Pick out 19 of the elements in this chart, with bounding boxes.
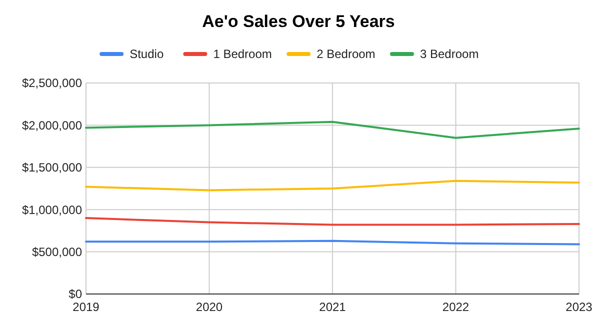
- x-tick-label: 2020: [196, 300, 223, 314]
- line-series: [85, 120, 580, 139]
- x-tick-label: 2022: [442, 300, 470, 314]
- y-tick-label: $500,000: [32, 245, 82, 259]
- legend-label: Studio: [130, 47, 164, 61]
- y-tick-label: $2,000,000: [22, 118, 82, 132]
- legend-label: 2 Bedroom: [316, 47, 376, 61]
- legend-label: 3 Bedroom: [420, 47, 479, 61]
- line-series: [85, 217, 580, 226]
- y-tick-label: $1,000,000: [22, 202, 82, 217]
- chart-title: Ae'o Sales Over 5 Years: [202, 12, 395, 31]
- x-tick-label: 2023: [566, 300, 593, 314]
- x-tick-label: 2019: [72, 300, 100, 314]
- x-tick-label: 2021: [319, 300, 346, 314]
- line-series: [85, 180, 580, 192]
- y-tick-label: $1,500,000: [22, 160, 82, 175]
- legend-label: 1 Bedroom: [213, 47, 272, 61]
- y-tick-label: $2,500,000: [22, 76, 82, 90]
- y-tick-label: $0: [68, 287, 82, 302]
